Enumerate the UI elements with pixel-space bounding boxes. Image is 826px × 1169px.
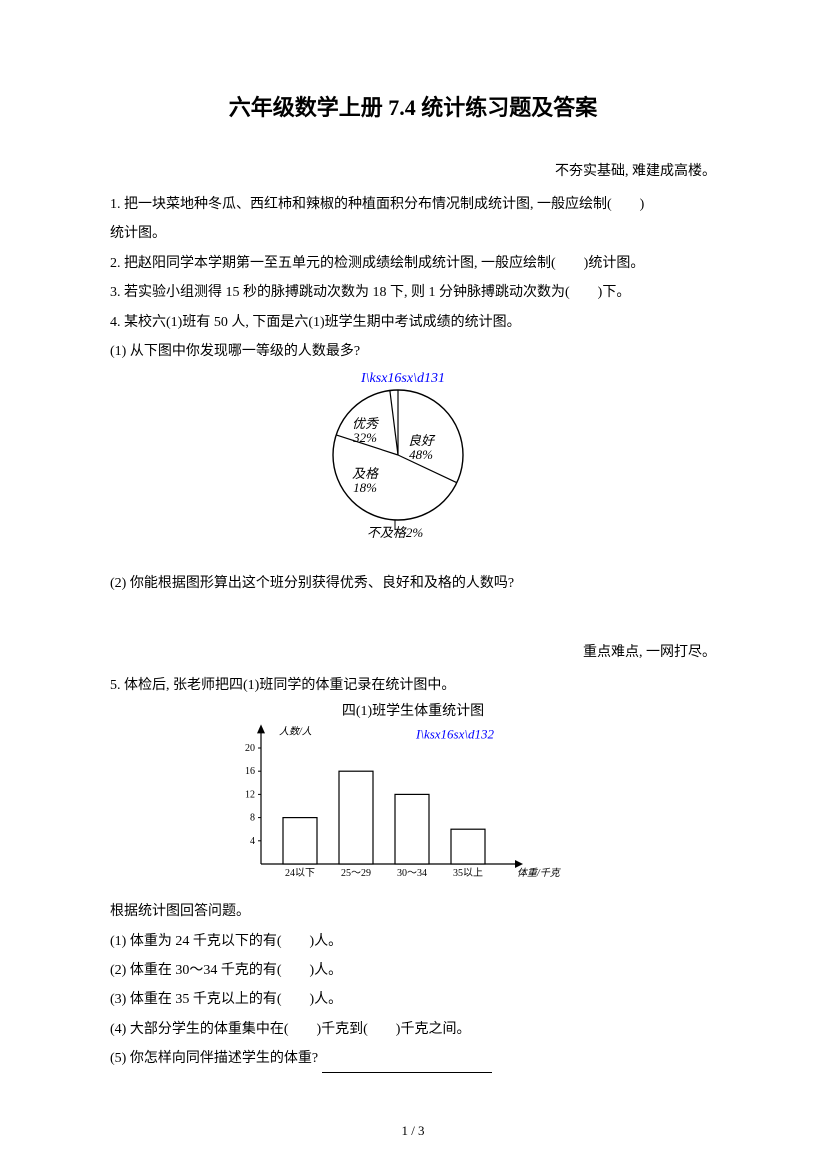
svg-text:25～29: 25～29 — [341, 868, 371, 879]
svg-text:35以上: 35以上 — [453, 867, 483, 879]
q5-root: 根据统计图回答问题。 — [110, 897, 716, 926]
pie-chart: I\ksx16sx\d131优秀32%良好48%及格18%不及格2% — [110, 370, 716, 555]
note-2: 重点难点, 一网打尽。 — [110, 641, 716, 661]
q5-sub5: (5) 你怎样向同伴描述学生的体重? — [110, 1044, 716, 1073]
svg-text:8: 8 — [250, 813, 255, 824]
svg-text:16: 16 — [245, 766, 255, 777]
svg-text:及格: 及格 — [352, 466, 379, 481]
svg-text:30～34: 30～34 — [397, 868, 427, 879]
pie-svg: I\ksx16sx\d131优秀32%良好48%及格18%不及格2% — [303, 370, 523, 550]
svg-text:4: 4 — [250, 836, 255, 847]
svg-text:优秀: 优秀 — [352, 416, 380, 431]
answer-blank — [322, 1072, 492, 1073]
q5-sub2: (2) 体重在 30～34 千克的有( )人。 — [110, 956, 716, 985]
svg-text:18%: 18% — [353, 480, 377, 495]
q4: 4. 某校六(1)班有 50 人, 下面是六(1)班学生期中考试成绩的统计图。 — [110, 308, 716, 337]
note-1: 不夯实基础, 难建成高楼。 — [110, 160, 716, 180]
q1-line2: 统计图。 — [110, 219, 716, 248]
q5-sub4: (4) 大部分学生的体重集中在( )千克到( )千克之间。 — [110, 1015, 716, 1044]
page-title: 六年级数学上册 7.4 统计练习题及答案 — [110, 90, 716, 122]
page-number: 1 / 3 — [0, 1123, 826, 1139]
svg-text:I\ksx16sx\d131: I\ksx16sx\d131 — [360, 371, 445, 386]
q2: 2. 把赵阳同学本学期第一至五单元的检测成绩绘制成统计图, 一般应绘制( )统计… — [110, 249, 716, 278]
svg-text:48%: 48% — [409, 447, 433, 462]
svg-text:人数/人: 人数/人 — [279, 726, 312, 738]
svg-text:32%: 32% — [352, 430, 377, 445]
svg-text:I\ksx16sx\d132: I\ksx16sx\d132 — [415, 727, 494, 742]
svg-text:良好: 良好 — [408, 433, 436, 448]
bar-chart: 人数/人体重/千克 I\ksx16sx\d132 4 8 12 16 20 24以下 25～29… — [110, 724, 716, 889]
q5-sub3: (3) 体重在 35 千克以上的有( )人。 — [110, 985, 716, 1014]
svg-text:20: 20 — [245, 743, 255, 754]
q5-sub1: (1) 体重为 24 千克以下的有( )人。 — [110, 927, 716, 956]
svg-text:体重/千克: 体重/千克 — [517, 867, 562, 879]
q1-line1: 1. 把一块菜地种冬瓜、西红柿和辣椒的种植面积分布情况制成统计图, 一般应绘制(… — [110, 190, 716, 219]
bar-chart-title: 四(1)班学生体重统计图 — [110, 700, 716, 720]
q5-sub5-text: (5) 你怎样向同伴描述学生的体重? — [110, 1051, 322, 1066]
svg-text:12: 12 — [245, 790, 255, 801]
q4-sub2: (2) 你能根据图形算出这个班分别获得优秀、良好和及格的人数吗? — [110, 569, 716, 598]
q3: 3. 若实验小组测得 15 秒的脉搏跳动次数为 18 下, 则 1 分钟脉搏跳动… — [110, 278, 716, 307]
q4-sub1: (1) 从下图中你发现哪一等级的人数最多? — [110, 337, 716, 366]
bar-svg: 人数/人体重/千克 I\ksx16sx\d132 4 8 12 16 20 24以下 25～29… — [223, 724, 603, 884]
svg-text:24以下: 24以下 — [285, 868, 315, 879]
q5: 5. 体检后, 张老师把四(1)班同学的体重记录在统计图中。 — [110, 671, 716, 700]
